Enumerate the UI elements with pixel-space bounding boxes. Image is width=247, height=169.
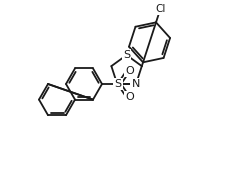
Text: O: O xyxy=(126,66,134,76)
Text: Cl: Cl xyxy=(155,4,165,14)
Text: S: S xyxy=(114,79,122,89)
Text: N: N xyxy=(132,79,140,89)
Text: S: S xyxy=(123,50,130,60)
Text: O: O xyxy=(126,92,134,102)
